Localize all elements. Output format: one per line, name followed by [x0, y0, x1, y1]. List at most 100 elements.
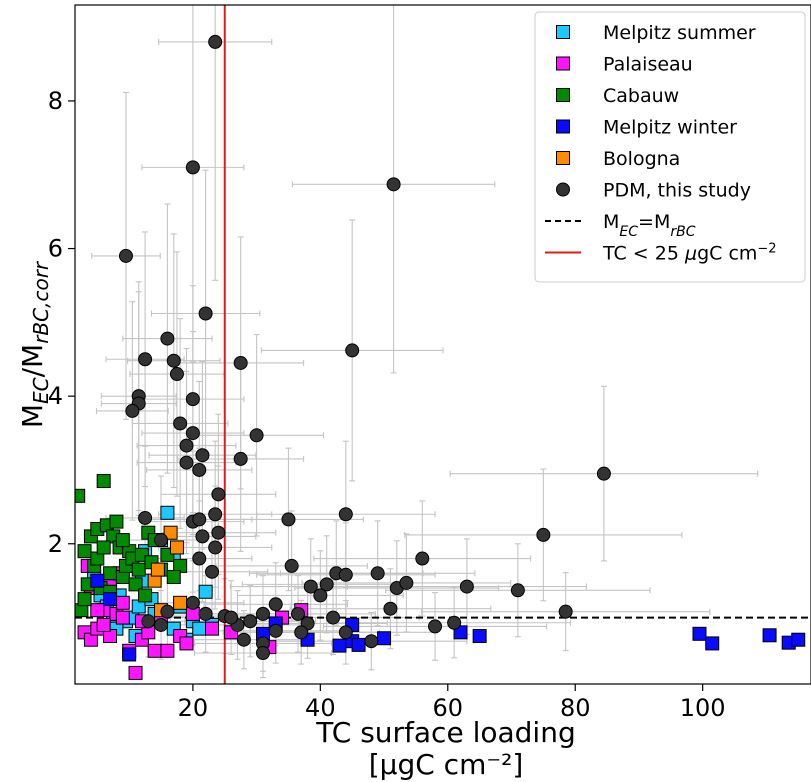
- site-point: [192, 621, 207, 636]
- y-tick-label: 8: [48, 87, 63, 115]
- pdm-point: [255, 606, 270, 621]
- site-point: [332, 638, 347, 653]
- pdm-point: [179, 438, 194, 453]
- site-point: [762, 628, 777, 643]
- legend-marker: [556, 88, 570, 102]
- site-point: [77, 544, 92, 559]
- pdm-point: [208, 507, 223, 522]
- site-point: [198, 584, 213, 599]
- site-point: [147, 643, 162, 658]
- legend-item: Melpitz winter: [556, 117, 737, 139]
- site-point: [128, 577, 143, 592]
- pdm-point: [118, 248, 133, 263]
- legend-label: Cabauw: [603, 85, 679, 107]
- pdm-point: [173, 416, 188, 431]
- pdm-point: [415, 551, 430, 566]
- pdm-point: [319, 577, 334, 592]
- pdm-point: [160, 331, 175, 346]
- site-point: [169, 540, 184, 555]
- site-point: [115, 610, 130, 625]
- y-tick-label: 6: [48, 235, 63, 263]
- pdm-point: [195, 529, 210, 544]
- pdm-point: [364, 634, 379, 649]
- pdm-point: [399, 575, 414, 590]
- pdm-point: [303, 579, 318, 594]
- pdm-point: [185, 160, 200, 175]
- pdm-point: [208, 34, 223, 49]
- pdm-point: [224, 610, 239, 625]
- site-point: [77, 592, 92, 607]
- marker-layer: [75, 34, 806, 680]
- site-point: [179, 636, 194, 651]
- legend-box: [534, 11, 806, 283]
- x-axis-label: TC surface loading: [315, 716, 575, 749]
- x-tick-label: 60: [433, 694, 464, 722]
- pdm-point: [185, 392, 200, 407]
- pdm-point: [195, 448, 210, 463]
- x-tick-label: 80: [560, 694, 591, 722]
- legend-marker: [556, 56, 570, 71]
- site-point: [90, 573, 105, 588]
- legend-marker: [556, 151, 570, 165]
- pdm-point: [345, 343, 360, 358]
- pdm-point: [169, 367, 184, 382]
- pdm-point: [154, 533, 169, 548]
- site-point: [791, 632, 806, 647]
- x-tick-label: 20: [178, 694, 209, 722]
- site-point: [377, 631, 392, 646]
- site-point: [205, 621, 220, 636]
- pdm-point: [185, 595, 200, 610]
- pdm-point: [459, 579, 474, 594]
- x-tick-label: 100: [680, 694, 726, 722]
- pdm-point: [338, 567, 353, 582]
- legend: Melpitz summer Palaiseau Cabauw Melpitz win…: [534, 11, 806, 283]
- legend-label: Melpitz winter: [603, 117, 737, 139]
- site-point: [96, 474, 111, 489]
- site-point: [692, 626, 707, 641]
- pdm-point: [370, 566, 385, 581]
- pdm-point: [243, 614, 258, 629]
- site-point: [351, 637, 366, 652]
- pdm-point: [192, 462, 207, 477]
- pdm-point: [125, 403, 140, 418]
- legend-label: PDM, this study: [603, 180, 751, 202]
- pdm-point: [160, 604, 175, 619]
- site-point: [150, 562, 165, 577]
- pdm-point: [268, 597, 283, 612]
- site-point: [115, 595, 130, 610]
- pdm-point: [326, 610, 341, 625]
- legend-marker: [556, 119, 570, 134]
- legend-item: TC < 25 μgC cm−2: [545, 241, 777, 265]
- site-point: [115, 533, 130, 548]
- legend-item: Palaiseau: [556, 54, 693, 76]
- legend-label: Bologna: [603, 148, 680, 170]
- pdm-point: [558, 604, 573, 619]
- legend-label: MEC=MrBC: [603, 211, 696, 240]
- pdm-point: [236, 632, 251, 647]
- pdm-point: [291, 606, 306, 621]
- site-point: [128, 665, 143, 680]
- site-point: [453, 625, 468, 640]
- pdm-point: [281, 512, 296, 527]
- pdm-point: [192, 512, 207, 527]
- site-point: [103, 592, 118, 607]
- pdm-point: [211, 525, 226, 540]
- plot-frame: [74, 4, 811, 685]
- pdm-point: [284, 558, 299, 573]
- pdm-point: [141, 614, 156, 629]
- site-point: [131, 562, 146, 577]
- site-point: [472, 629, 487, 644]
- site-point: [160, 643, 175, 658]
- pdm-point: [383, 601, 398, 616]
- pdm-point: [205, 564, 220, 579]
- site-point: [173, 595, 188, 610]
- x-tick-label: 40: [305, 694, 336, 722]
- legend-item: Melpitz summer: [556, 22, 756, 44]
- pdm-point: [138, 352, 153, 367]
- site-point: [163, 525, 178, 540]
- pdm-point: [138, 510, 153, 525]
- pdm-point: [208, 540, 223, 555]
- legend-item: Bologna: [556, 148, 680, 170]
- legend-item: Cabauw: [556, 85, 679, 107]
